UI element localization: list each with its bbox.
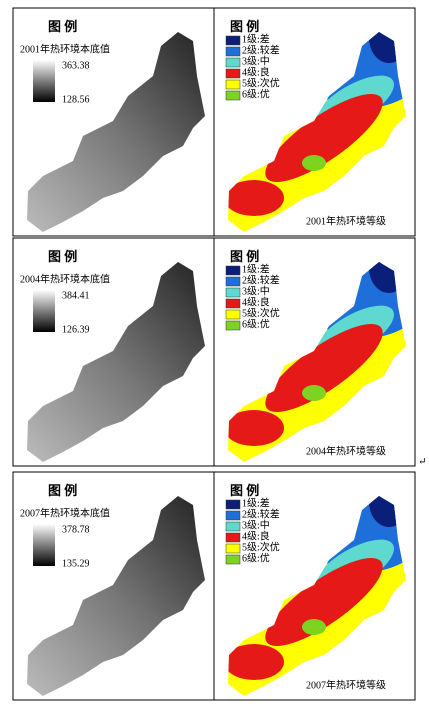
map-caption: 2001年热环境等级 xyxy=(306,214,386,227)
region xyxy=(228,410,284,446)
legend-label: 5级:次优 xyxy=(242,306,280,319)
legend-label: 4级:良 xyxy=(242,65,270,78)
legend-swatch xyxy=(225,499,241,510)
gradient-bar xyxy=(33,60,55,102)
gray-map xyxy=(27,262,205,462)
legend-label: 1级:差 xyxy=(242,496,270,509)
map-subtitle: 2004年热环境本底值 xyxy=(20,272,110,285)
region xyxy=(265,557,383,647)
legend-swatch xyxy=(225,46,241,57)
legend-swatch xyxy=(225,57,241,68)
legend-swatch xyxy=(225,35,241,46)
legend-swatch xyxy=(225,510,241,521)
legend-swatch xyxy=(225,532,241,543)
legend-title: 图 例 xyxy=(230,19,259,34)
max-value: 384.41 xyxy=(62,290,90,301)
region xyxy=(228,180,284,216)
map-caption: 2007年热环境等级 xyxy=(306,678,386,691)
legend-label: 1级:差 xyxy=(242,262,270,275)
legend-label: 1级:差 xyxy=(242,32,270,45)
min-value: 135.29 xyxy=(62,558,90,569)
legend-label: 4级:良 xyxy=(242,529,270,542)
legend-swatch xyxy=(225,554,241,565)
legend-label: 3级:中 xyxy=(242,54,270,67)
legend-label: 5级:次优 xyxy=(242,76,280,89)
legend-title: 图 例 xyxy=(48,483,77,498)
legend-title: 图 例 xyxy=(48,19,77,34)
region xyxy=(228,644,284,680)
paragraph-mark: ↵ xyxy=(418,456,426,467)
legend-title: 图 例 xyxy=(230,483,259,498)
legend-title: 图 例 xyxy=(48,249,77,264)
region xyxy=(302,619,326,635)
legend-swatch xyxy=(225,68,241,79)
legend-swatch xyxy=(225,521,241,532)
region xyxy=(265,323,383,413)
legend-swatch xyxy=(225,298,241,309)
region xyxy=(265,93,383,183)
map-subtitle: 2001年热环境本底值 xyxy=(20,42,110,55)
legend-title: 图 例 xyxy=(230,249,259,264)
legend-swatch xyxy=(225,90,241,101)
gradient-bar xyxy=(33,290,55,332)
region xyxy=(302,155,326,171)
legend-label: 2级:较差 xyxy=(242,43,280,56)
legend-label: 6级:优 xyxy=(242,551,270,564)
legend-swatch xyxy=(225,309,241,320)
region xyxy=(302,385,326,401)
min-value: 128.56 xyxy=(62,94,90,105)
legend-swatch xyxy=(225,276,241,287)
gradient-bar xyxy=(33,524,55,566)
legend-swatch xyxy=(225,265,241,276)
legend-label: 6级:优 xyxy=(242,317,270,330)
max-value: 363.38 xyxy=(62,60,90,71)
min-value: 126.39 xyxy=(62,324,90,335)
max-value: 378.78 xyxy=(62,524,90,535)
legend-swatch xyxy=(225,79,241,90)
legend-label: 5级:次优 xyxy=(242,540,280,553)
gray-map xyxy=(27,32,205,232)
legend-swatch xyxy=(225,287,241,298)
map-caption: 2004年热环境等级 xyxy=(306,444,386,457)
legend-label: 2级:较差 xyxy=(242,507,280,520)
legend-label: 4级:良 xyxy=(242,295,270,308)
map-subtitle: 2007年热环境本底值 xyxy=(20,506,110,519)
legend-swatch xyxy=(225,543,241,554)
legend-swatch xyxy=(225,320,241,331)
legend-label: 3级:中 xyxy=(242,284,270,297)
legend-label: 3级:中 xyxy=(242,518,270,531)
legend-label: 6级:优 xyxy=(242,87,270,100)
legend-label: 2级:较差 xyxy=(242,273,280,286)
gray-map xyxy=(27,496,205,696)
